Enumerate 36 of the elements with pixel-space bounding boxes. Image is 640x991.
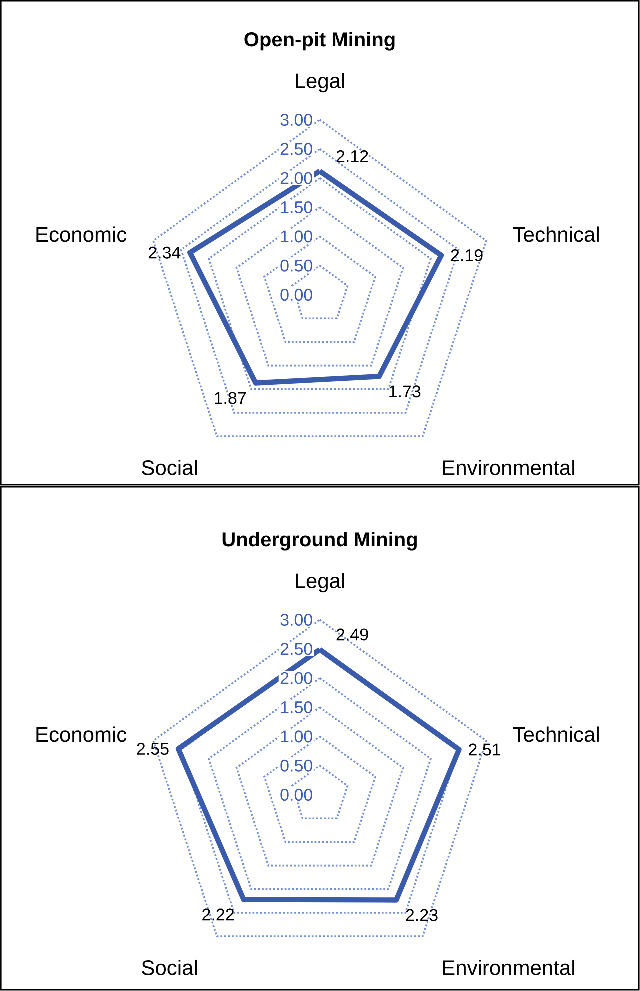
spoke-label: Legal (296, 73, 344, 93)
y-tick-label: 1.50 (281, 702, 312, 714)
y-tick-label: 0.50 (280, 260, 312, 272)
y-tick-label: 3.00 (280, 614, 312, 626)
y-tick-label: 2.00 (280, 672, 312, 684)
y-tick-label: 1.00 (281, 230, 312, 243)
y-tick-label: 3.00 (280, 114, 312, 126)
spoke-label: Technical (513, 226, 599, 242)
spoke-label: Environmental (443, 960, 574, 976)
data-label: 1.87 (215, 392, 246, 404)
spoke-label: Environmental (443, 460, 574, 476)
data-label: 2.19 (451, 250, 483, 262)
y-tick-label: 2.50 (280, 143, 312, 156)
y-tick-label: 0.00 (280, 789, 312, 802)
spoke-label: Technical (513, 726, 599, 742)
y-tick-label: 0.00 (280, 289, 312, 302)
data-label: 1.73 (390, 386, 421, 398)
spoke-label: Social (142, 960, 197, 976)
y-tick-label: 2.50 (280, 643, 312, 656)
data-label: 2.23 (406, 909, 438, 922)
spoke-label: Social (142, 460, 197, 476)
spoke-label: Legal (296, 573, 344, 593)
chart-title: Open-pit Mining (244, 32, 395, 51)
data-label: 2.49 (336, 628, 368, 641)
y-tick-label: 1.00 (281, 730, 312, 743)
data-label: 2.55 (137, 743, 169, 756)
data-label: 2.22 (202, 908, 234, 921)
data-label: 2.51 (469, 744, 501, 756)
data-label: 2.12 (336, 150, 368, 162)
spoke-label: Economic (36, 226, 127, 242)
y-tick-label: 1.50 (281, 202, 312, 214)
spoke-label: Economic (36, 726, 127, 742)
y-tick-label: 0.50 (280, 760, 312, 772)
data-label: 2.34 (148, 246, 181, 259)
y-tick-label: 2.00 (280, 172, 312, 184)
chart-title: Underground Mining (222, 532, 417, 551)
